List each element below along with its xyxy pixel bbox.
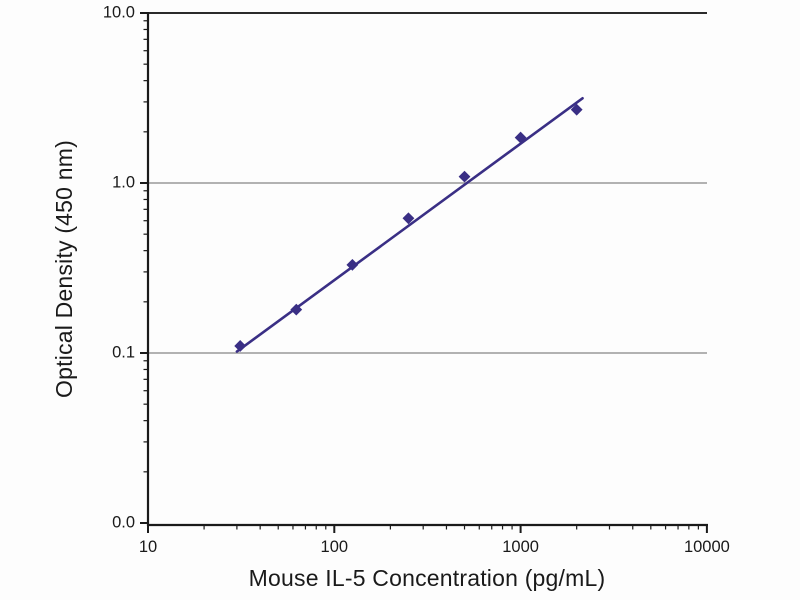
data-point — [570, 103, 583, 116]
fit-line — [235, 96, 584, 353]
axes — [146, 12, 708, 527]
x-axis-tick-label: 1000 — [502, 538, 539, 556]
data-point — [458, 170, 471, 183]
x-axis-tick-label: 10000 — [684, 538, 730, 556]
x-axis-tick-label: 100 — [321, 538, 349, 556]
x-axis-tick-label: 10 — [139, 538, 157, 556]
y-axis-tick-label: 10.0 — [103, 3, 135, 21]
data-point — [234, 340, 247, 352]
gridlines — [148, 12, 707, 354]
data-point — [290, 303, 303, 316]
x-axis-title: Mouse IL-5 Concentration (pg/mL) — [249, 565, 606, 591]
data-point — [402, 212, 415, 225]
y-axis-tick-label: 0.1 — [112, 343, 135, 361]
data-point — [346, 258, 359, 271]
tick-marks — [140, 12, 708, 533]
y-axis-tick-label: 0.0 — [112, 513, 135, 531]
y-axis-tick-label: 1.0 — [112, 173, 135, 191]
data-point — [514, 131, 527, 144]
tick-labels: 10.0 1.0 0.1 0.010 100 1000 10000 — [103, 3, 730, 556]
y-axis-title: Optical Density (450 nm) — [51, 140, 77, 398]
data-series — [234, 96, 584, 353]
